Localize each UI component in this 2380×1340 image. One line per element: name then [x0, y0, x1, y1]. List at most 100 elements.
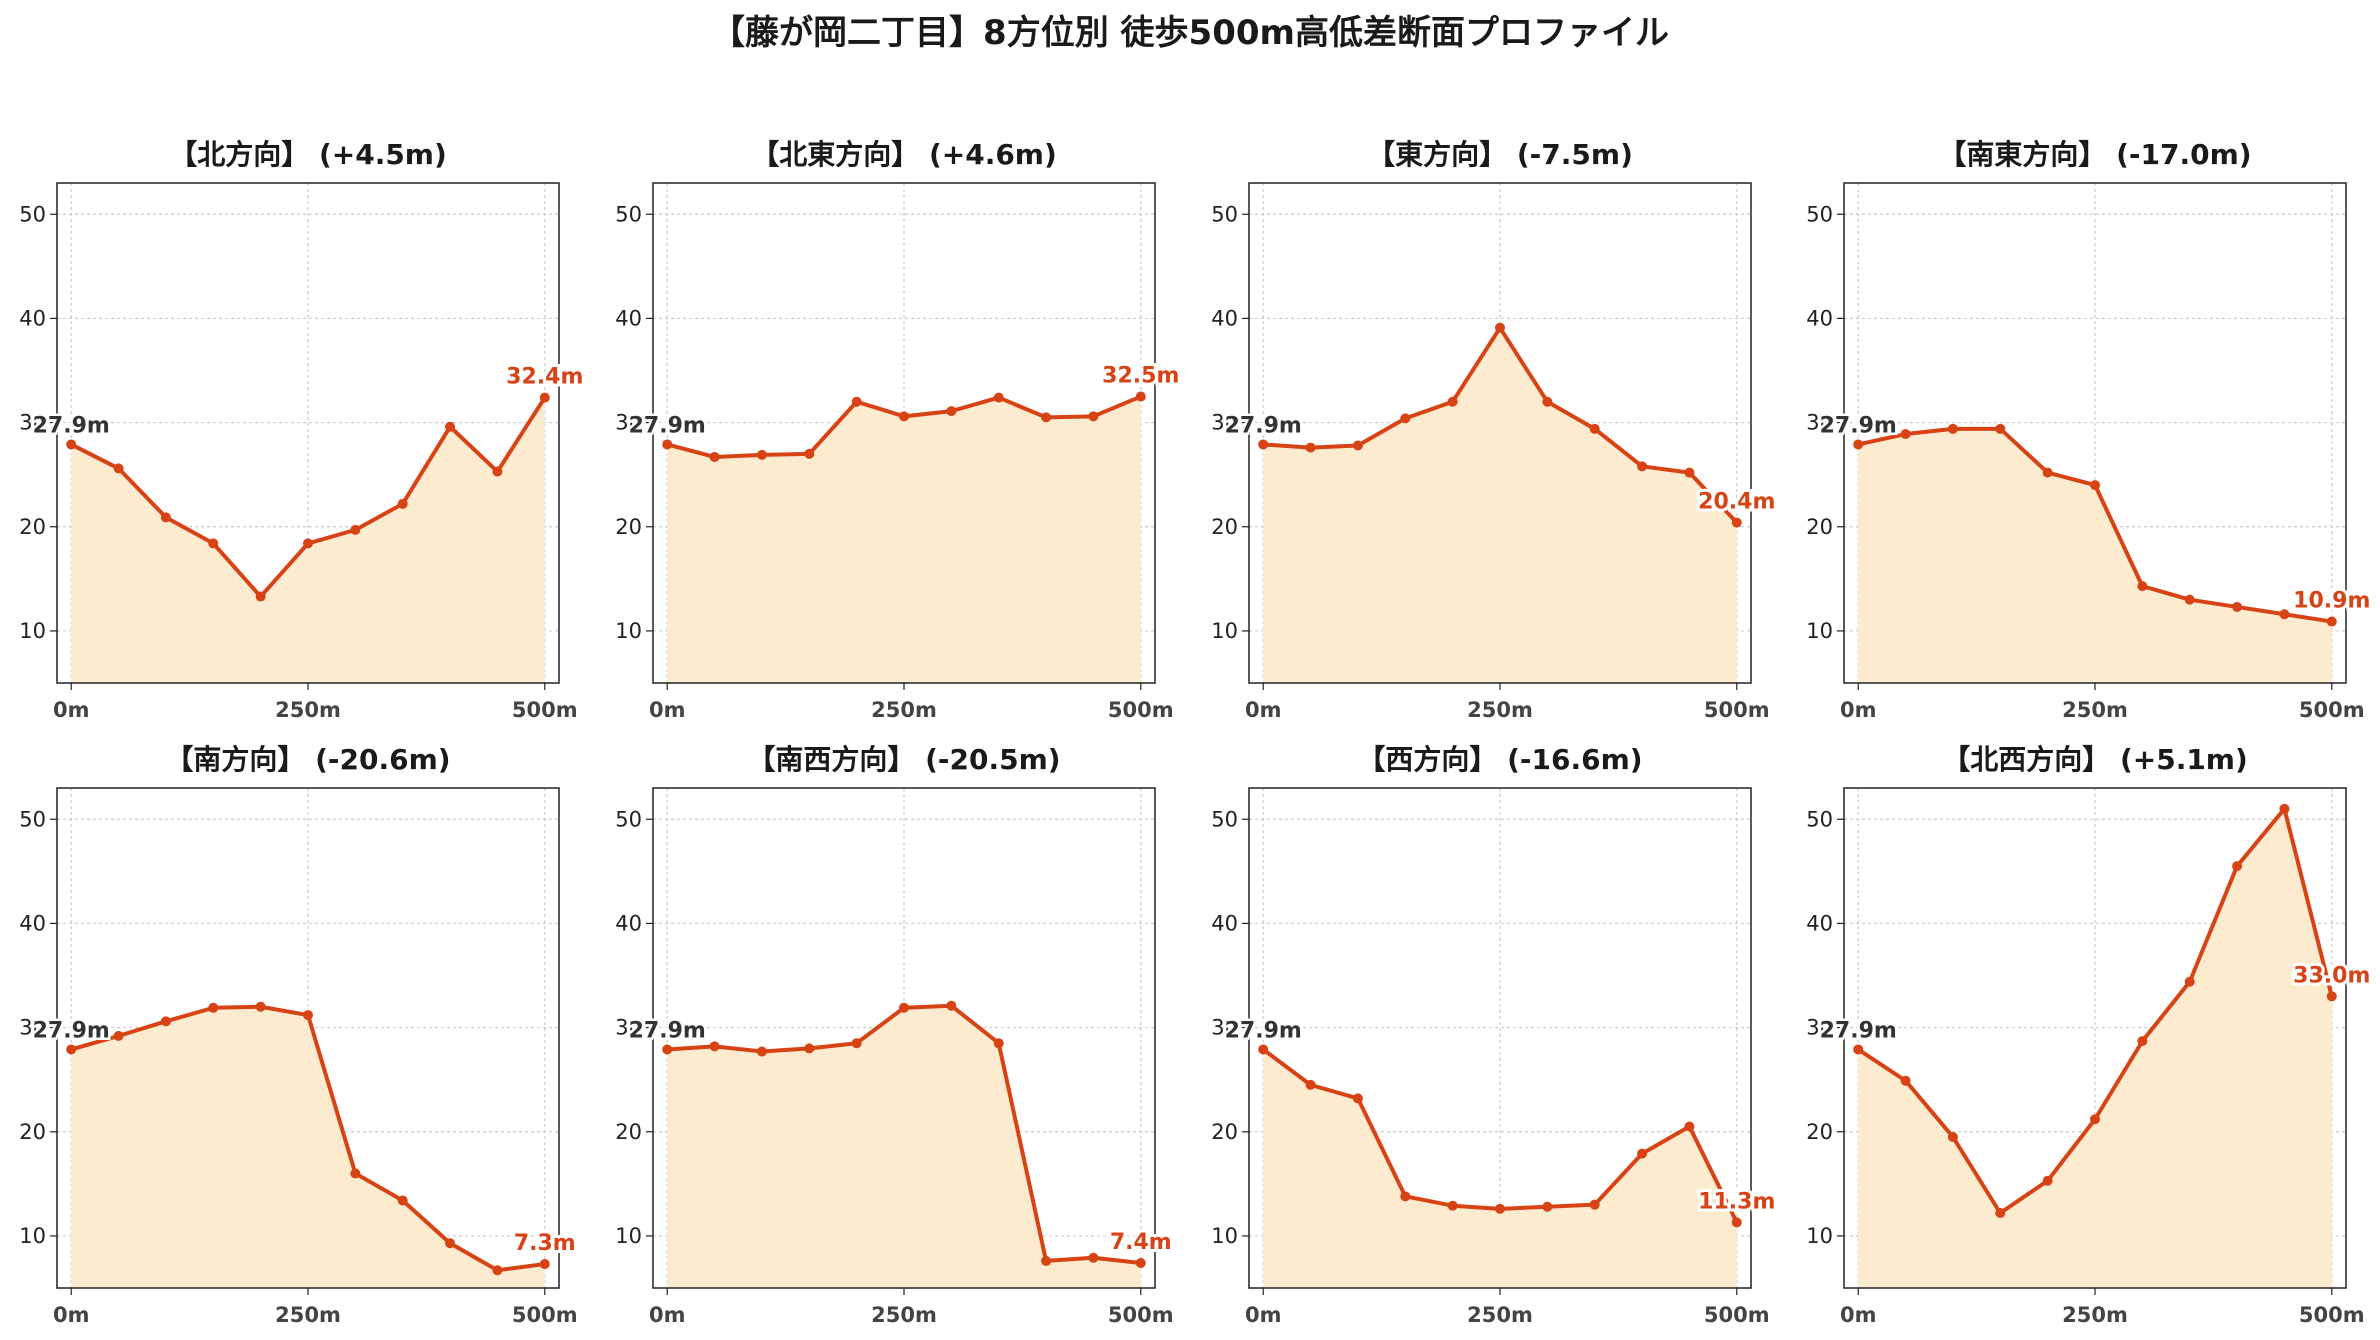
data-point — [851, 1038, 862, 1049]
data-point — [946, 1000, 957, 1011]
x-tick-label: 500m — [512, 698, 578, 722]
x-tick-label: 0m — [1245, 1303, 1282, 1327]
data-point — [2137, 1036, 2148, 1047]
y-tick-label: 50 — [615, 807, 642, 831]
axes-frame — [56, 182, 560, 684]
data-point — [993, 392, 1004, 403]
y-tick-label: 10 — [1806, 619, 1833, 643]
x-tick-label: 500m — [1704, 698, 1770, 722]
data-point — [2326, 991, 2337, 1002]
y-tick-label: 50 — [1211, 202, 1238, 226]
data-point — [397, 1195, 408, 1206]
data-point — [1041, 1255, 1052, 1266]
axes-frame — [1248, 182, 1752, 684]
x-tick-label: 500m — [1108, 1303, 1174, 1327]
data-point — [1684, 1121, 1695, 1132]
end-elevation-label: 32.5m — [1102, 364, 1179, 389]
data-point — [1447, 1200, 1458, 1211]
y-tick-label: 50 — [1806, 202, 1833, 226]
x-tick-label: 250m — [871, 698, 937, 722]
data-point — [1637, 1148, 1648, 1159]
data-point — [1352, 1093, 1363, 1104]
y-tick-label: 40 — [1211, 306, 1238, 330]
y-tick-label: 20 — [19, 515, 46, 539]
data-point — [1731, 517, 1742, 528]
x-tick-label: 500m — [1108, 698, 1174, 722]
data-point — [350, 524, 361, 535]
data-point — [1731, 1217, 1742, 1228]
data-point — [350, 1168, 361, 1179]
end-elevation-label: 10.9m — [2293, 589, 2370, 614]
start-elevation-label: 27.9m — [629, 1018, 706, 1043]
data-point — [66, 1044, 77, 1055]
panel-title: 【北方向】 (+4.5m) — [169, 138, 447, 171]
data-point — [113, 463, 124, 474]
panel-title: 【北東方向】 (+4.6m) — [751, 138, 1057, 171]
data-point — [1258, 439, 1269, 450]
data-point — [1684, 467, 1695, 478]
y-tick-label: 40 — [19, 911, 46, 935]
axes-frame — [1843, 787, 2347, 1289]
data-point — [303, 538, 313, 549]
figure-title: 【藤が岡二丁目】8方位別 徒歩500m高低差断面プロファイル — [711, 13, 1669, 53]
data-point — [709, 451, 720, 462]
start-elevation-label: 27.9m — [1225, 413, 1302, 438]
data-point — [1995, 1208, 2006, 1218]
start-elevation-label: 27.9m — [1820, 1018, 1897, 1043]
data-point — [662, 1044, 673, 1055]
data-point — [2042, 467, 2053, 478]
start-elevation-label: 27.9m — [33, 413, 110, 438]
data-point — [899, 1002, 909, 1013]
x-tick-label: 250m — [871, 1303, 937, 1327]
x-tick-label: 250m — [275, 1303, 341, 1327]
data-point — [1542, 396, 1553, 407]
end-elevation-label: 7.3m — [514, 1231, 576, 1256]
area-fill — [1263, 327, 1737, 683]
y-tick-label: 20 — [19, 1120, 46, 1144]
data-point — [2326, 616, 2337, 627]
data-point — [1088, 1252, 1099, 1263]
data-point — [2090, 1114, 2100, 1125]
start-elevation-label: 27.9m — [1225, 1018, 1302, 1043]
data-point — [1352, 440, 1363, 451]
y-tick-label: 30 — [19, 411, 46, 435]
data-point — [492, 1265, 503, 1276]
y-tick-label: 40 — [1211, 911, 1238, 935]
data-point — [2184, 594, 2195, 605]
y-tick-label: 40 — [615, 911, 642, 935]
axes-frame — [652, 182, 1156, 684]
data-point — [208, 538, 219, 549]
data-point — [1589, 1199, 1600, 1210]
y-tick-label: 40 — [1806, 306, 1833, 330]
y-tick-label: 40 — [1806, 911, 1833, 935]
data-point — [1947, 1131, 1958, 1142]
data-point — [2279, 609, 2290, 620]
data-point — [160, 1016, 171, 1027]
data-point — [1447, 396, 1458, 407]
area-fill — [667, 1005, 1141, 1288]
x-tick-label: 0m — [53, 698, 90, 722]
data-point — [899, 411, 909, 422]
data-point — [2090, 480, 2100, 491]
axes-frame — [56, 787, 560, 1289]
data-point — [1900, 429, 1911, 440]
data-point — [1400, 413, 1411, 424]
x-tick-label: 250m — [275, 698, 341, 722]
end-elevation-label: 33.0m — [2293, 963, 2370, 988]
area-fill — [667, 396, 1141, 683]
data-point — [2232, 861, 2243, 872]
x-tick-label: 0m — [1840, 698, 1877, 722]
data-point — [113, 1030, 124, 1041]
data-point — [709, 1041, 720, 1052]
y-tick-label: 30 — [1806, 1016, 1833, 1040]
end-elevation-label: 32.4m — [506, 365, 583, 390]
y-tick-label: 30 — [615, 411, 642, 435]
data-point — [445, 1238, 456, 1249]
data-point — [804, 1043, 815, 1054]
data-point — [1495, 322, 1505, 333]
